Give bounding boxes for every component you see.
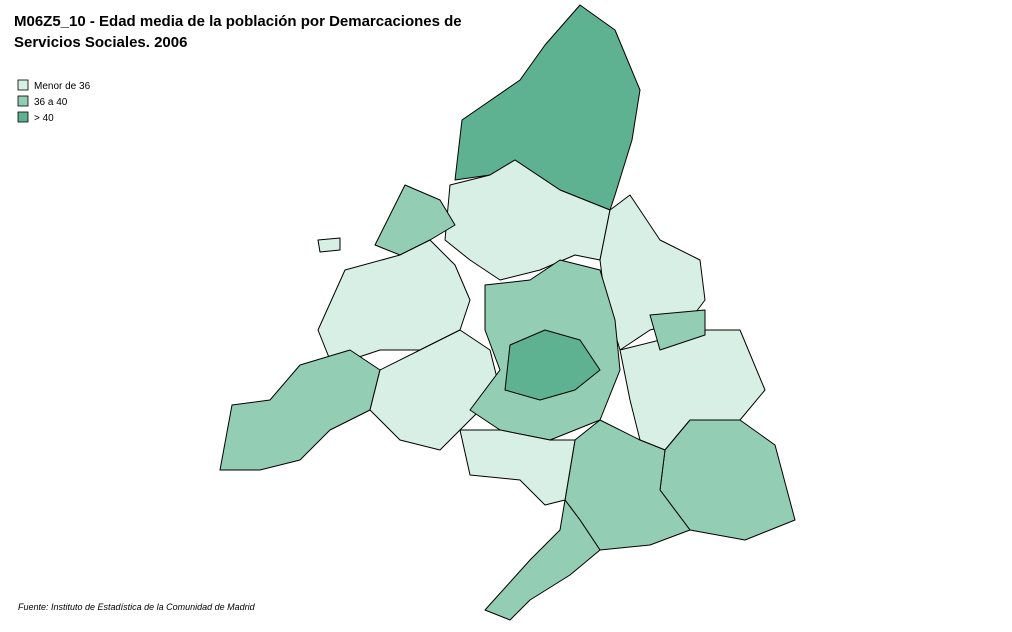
title-line: Servicios Sociales. 2006	[14, 34, 187, 51]
legend: Menor de 36 36 a 40 > 40	[17, 79, 91, 124]
map	[219, 4, 796, 621]
legend-swatch	[17, 79, 29, 91]
region	[649, 309, 706, 351]
region	[444, 159, 611, 281]
legend-label: > 40	[34, 113, 54, 124]
legend-swatch	[17, 95, 29, 107]
legend-label: 36 a 40	[34, 97, 68, 108]
legend-label: Menor de 36	[34, 81, 91, 92]
legend-swatch	[17, 111, 29, 123]
source-note: Fuente: Instituto de Estadística de la C…	[18, 602, 256, 612]
title-line: M06Z5_10 - Edad media de la población po…	[14, 13, 462, 30]
region	[317, 237, 341, 253]
region	[484, 499, 601, 621]
region	[504, 329, 601, 401]
